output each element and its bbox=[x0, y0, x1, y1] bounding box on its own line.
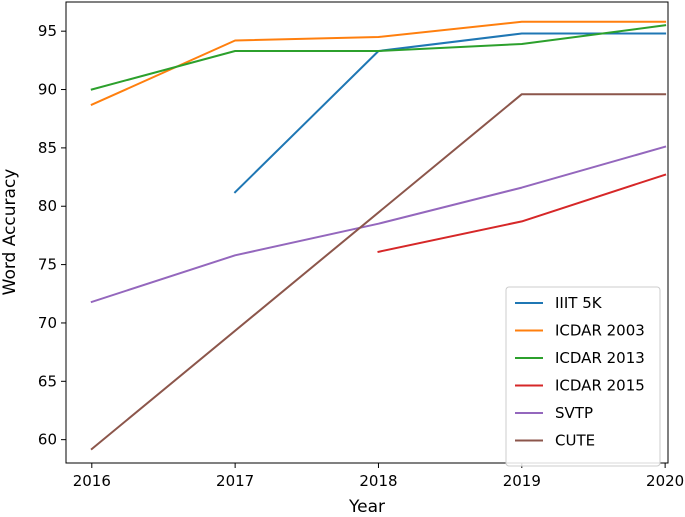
y-axis-label: Word Accuracy bbox=[0, 169, 20, 296]
y-tick-label: 85 bbox=[38, 139, 57, 157]
legend-label: ICDAR 2003 bbox=[555, 322, 645, 340]
y-tick-label: 80 bbox=[38, 197, 57, 215]
y-tick-label: 90 bbox=[38, 81, 57, 99]
x-tick-label: 2017 bbox=[216, 472, 254, 490]
x-tick-label: 2019 bbox=[503, 472, 541, 490]
legend-label: ICDAR 2015 bbox=[555, 377, 645, 395]
plot-area bbox=[90, 20, 667, 451]
series-line-icdar-2013 bbox=[90, 24, 667, 91]
legend-label: SVTP bbox=[555, 404, 593, 422]
x-tick-label: 2020 bbox=[646, 472, 684, 490]
legend-label: ICDAR 2013 bbox=[555, 349, 645, 367]
y-tick-label: 75 bbox=[38, 256, 57, 274]
y-tick-label: 70 bbox=[38, 314, 57, 332]
series-line-svtp bbox=[90, 145, 667, 304]
x-tick-label: 2016 bbox=[73, 472, 111, 490]
x-axis-label: Year bbox=[348, 497, 385, 517]
x-tick-label: 2018 bbox=[359, 472, 397, 490]
series-line-iiit-5k bbox=[233, 32, 667, 194]
legend-box bbox=[505, 286, 661, 467]
y-tick-label: 65 bbox=[38, 372, 57, 390]
y-tick-label: 60 bbox=[38, 431, 57, 449]
y-axis-ticks: 60 65 70 75 80 85 90 95 bbox=[38, 22, 66, 449]
series-line-icdar-2003 bbox=[90, 20, 667, 107]
x-axis-ticks: 2016 2017 2018 2019 2020 bbox=[73, 463, 684, 490]
axes-frame bbox=[65, 1, 669, 464]
legend-label: IIIT 5K bbox=[555, 294, 603, 312]
series-line-cute bbox=[90, 93, 667, 451]
legend-label: CUTE bbox=[555, 432, 595, 450]
legend: IIIT 5K ICDAR 2003 ICDAR 2013 ICDAR 2015 SVT… bbox=[505, 286, 661, 467]
series-line-icdar-2015 bbox=[377, 173, 667, 253]
y-tick-label: 95 bbox=[38, 22, 57, 40]
